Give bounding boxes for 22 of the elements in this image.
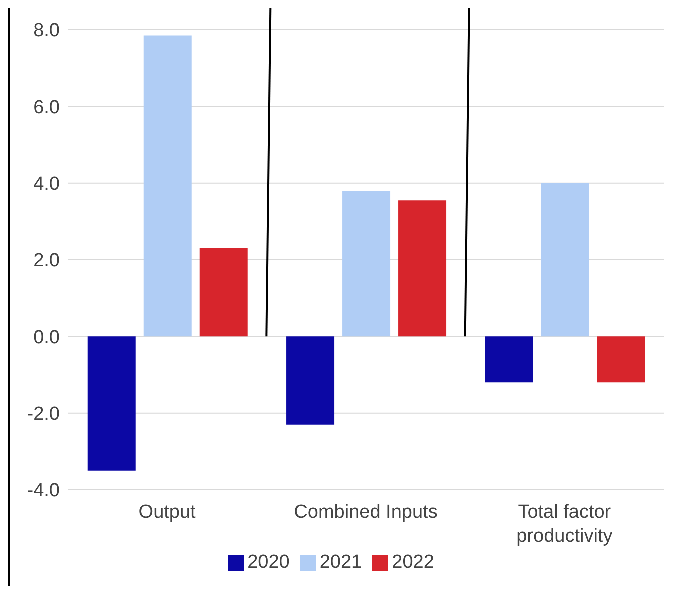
bar: [286, 336, 335, 425]
y-tick-label: 4.0: [34, 174, 60, 196]
y-tick-label: 2.0: [34, 250, 60, 272]
y-tick-label: 8.0: [34, 20, 60, 42]
legend-label: 2022: [392, 552, 434, 573]
bar: [398, 200, 447, 337]
legend-label: 2020: [248, 552, 290, 573]
y-tick-label: -4.0: [27, 480, 60, 502]
x-tick-label: Combined Inputs: [294, 502, 438, 523]
x-tick-label: Output: [138, 502, 197, 523]
y-tick-label: -2.0: [27, 404, 60, 426]
bar: [597, 336, 646, 383]
y-tick-label: 0.0: [34, 327, 60, 348]
bar: [541, 183, 590, 337]
bar: [342, 191, 391, 337]
bar: [485, 336, 534, 383]
y-tick-label: 6.0: [34, 97, 60, 118]
bar: [144, 36, 192, 337]
bar: [200, 248, 248, 337]
legend-label: 2021: [320, 552, 362, 573]
x-tick-label: Total factor productivity: [516, 502, 614, 547]
bar: [88, 336, 136, 471]
